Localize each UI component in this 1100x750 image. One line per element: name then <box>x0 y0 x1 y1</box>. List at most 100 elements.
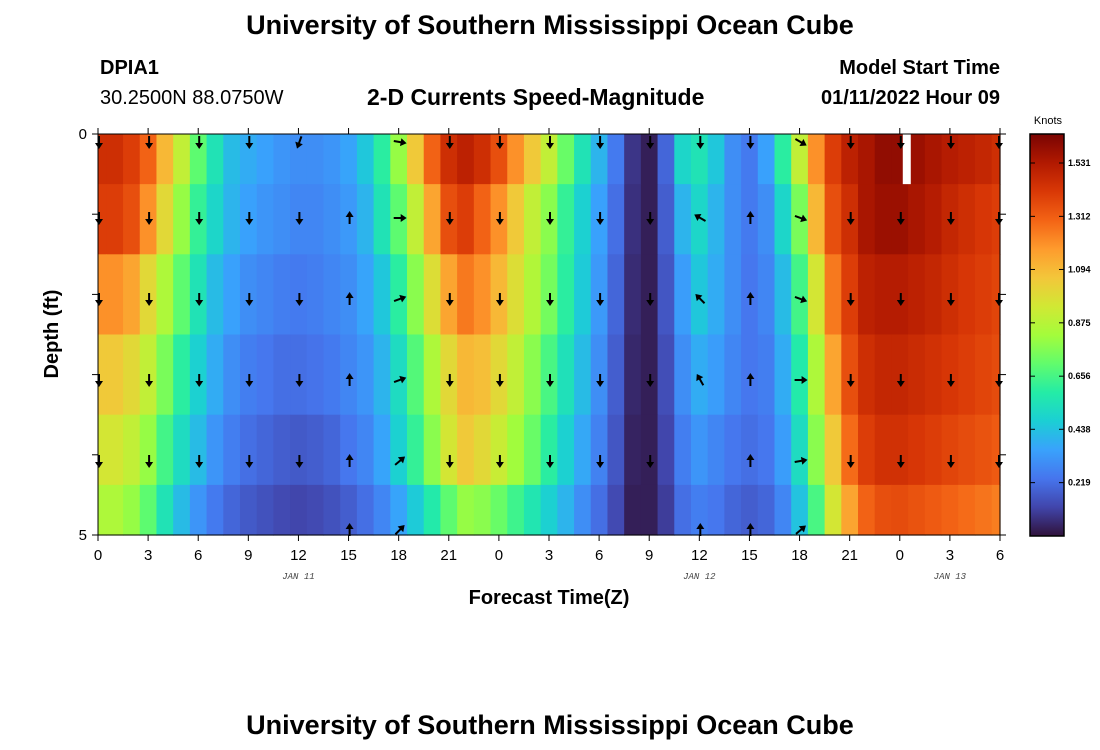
heatmap-cell <box>223 184 241 255</box>
heatmap-cell <box>323 134 341 185</box>
heatmap-cell <box>841 484 859 536</box>
heatmap-cell <box>807 334 826 416</box>
current-arrow <box>694 214 706 222</box>
heatmap-cell <box>373 254 391 336</box>
heatmap <box>98 134 1001 536</box>
heatmap-cell <box>657 484 675 536</box>
current-arrow <box>546 293 554 306</box>
heatmap-cell <box>473 184 492 255</box>
heatmap-cell <box>139 484 158 536</box>
current-arrow <box>846 212 855 225</box>
heatmap-cell <box>473 334 492 416</box>
heatmap-cell <box>323 484 341 536</box>
heatmap-cell <box>757 254 776 336</box>
current-arrow <box>995 293 1003 306</box>
heatmap-cell <box>824 334 842 416</box>
heatmap-cell <box>791 184 809 255</box>
x-tick-label: 9 <box>645 547 653 564</box>
heatmap-cell <box>523 254 542 336</box>
heatmap-cell <box>373 134 391 185</box>
heatmap-cell <box>674 484 692 536</box>
heatmap-cell <box>373 484 391 536</box>
current-arrow <box>145 374 154 387</box>
heatmap-cell <box>273 254 291 336</box>
current-arrow <box>445 455 454 468</box>
x-tick-label: 3 <box>946 547 954 564</box>
heatmap-cell <box>206 334 224 416</box>
heatmap-cell <box>590 484 609 536</box>
heatmap-cell <box>607 134 625 185</box>
heatmap-cell <box>123 134 141 185</box>
heatmap-cell <box>707 334 725 416</box>
current-arrow <box>794 376 808 384</box>
heatmap-cell <box>390 254 408 336</box>
heatmap-cell <box>690 254 709 336</box>
heatmap-cell <box>423 254 442 336</box>
heatmap-cell <box>490 484 508 536</box>
heatmap-cell <box>757 484 776 536</box>
current-arrow <box>495 374 504 387</box>
heatmap-cell <box>407 484 425 536</box>
model-start-label: Model Start Time <box>839 57 1000 79</box>
heatmap-cell <box>139 414 158 486</box>
heatmap-cell <box>724 414 742 486</box>
heatmap-cell <box>223 414 241 486</box>
current-arrow <box>896 374 905 387</box>
heatmap-cell <box>457 254 475 336</box>
heatmap-cell <box>958 484 976 536</box>
heatmap-cell <box>974 414 993 486</box>
current-arrow <box>794 138 807 146</box>
heatmap-cell <box>373 184 391 255</box>
heatmap-cell <box>206 484 224 536</box>
heatmap-cell <box>407 184 425 255</box>
heatmap-cell <box>858 134 876 185</box>
heatmap-cell <box>306 334 325 416</box>
heatmap-cell <box>574 414 592 486</box>
current-arrow <box>95 293 103 306</box>
heatmap-cell <box>273 484 291 536</box>
date-label: JAN 11 <box>282 572 314 582</box>
heatmap-cell <box>858 484 876 536</box>
heatmap-cell <box>707 254 725 336</box>
heatmap-cell <box>707 484 725 536</box>
x-tick-label: 0 <box>495 547 503 564</box>
heatmap-cell <box>123 254 141 336</box>
heatmap-cell <box>106 414 124 486</box>
current-arrow <box>145 212 154 225</box>
heatmap-cell <box>106 254 124 336</box>
heatmap-cell <box>323 414 341 486</box>
heatmap-cell <box>741 484 759 536</box>
heatmap-cell <box>991 134 1001 185</box>
heatmap-cell <box>98 254 107 336</box>
heatmap-cell <box>590 414 609 486</box>
current-arrow <box>995 136 1003 149</box>
heatmap-cell <box>958 414 976 486</box>
current-arrow <box>546 374 554 387</box>
heatmap-cell <box>557 134 575 185</box>
heatmap-cell <box>123 484 141 536</box>
heatmap-cell <box>390 334 408 416</box>
current-arrow <box>95 455 103 468</box>
current-arrow <box>646 293 655 306</box>
heatmap-cell <box>774 254 792 336</box>
heatmap-cell <box>774 334 792 416</box>
current-arrow <box>646 374 655 387</box>
current-arrow <box>794 456 808 465</box>
heatmap-cell <box>924 184 943 255</box>
heatmap-cell <box>423 184 442 255</box>
heatmap-cell <box>340 414 358 486</box>
heatmap-cell <box>173 334 191 416</box>
heatmap-cell <box>256 484 274 536</box>
current-arrow <box>746 454 755 467</box>
heatmap-cell <box>356 134 375 185</box>
heatmap-cell <box>858 184 876 255</box>
current-arrow <box>95 136 103 149</box>
current-arrow <box>445 293 454 306</box>
current-arrow <box>946 374 955 387</box>
heatmap-cell <box>958 134 976 185</box>
heatmap-cell <box>707 184 725 255</box>
heatmap-cell <box>256 414 274 486</box>
current-arrow <box>195 293 204 306</box>
heatmap-cell <box>924 334 943 416</box>
